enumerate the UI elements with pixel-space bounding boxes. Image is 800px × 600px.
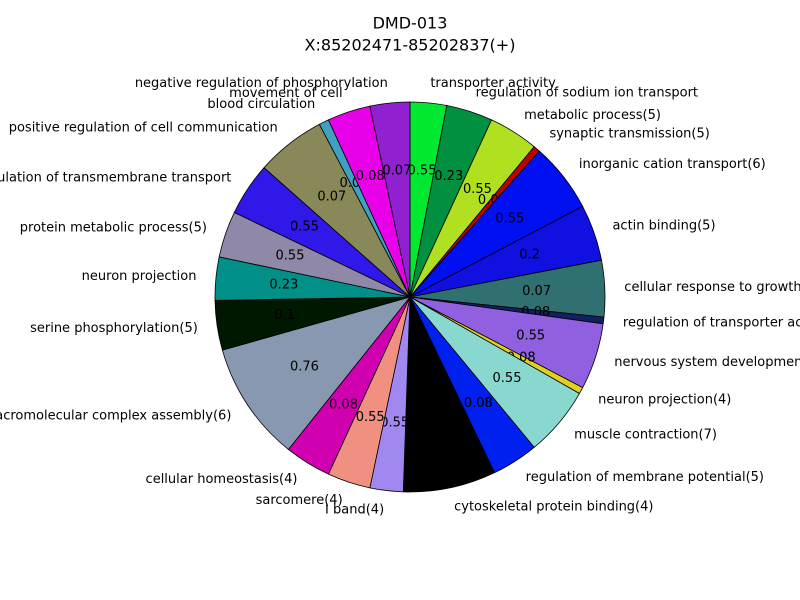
slice-label: muscle contraction(7): [574, 428, 717, 443]
slice-score: 0.55: [516, 328, 545, 343]
slice-score: 0.55: [408, 163, 437, 178]
slice-label: inorganic cation transport(6): [579, 157, 766, 172]
slice-score: 0.55: [495, 211, 524, 226]
slice-label: I band(4): [325, 502, 384, 517]
slice-label: blood circulation: [207, 97, 315, 112]
slice-score: 0.08: [356, 169, 385, 184]
slice-score: 0.55: [290, 219, 319, 234]
slice-label: regulation of transporter activity: [623, 315, 800, 330]
slice-label: cytoskeletal protein binding(4): [454, 499, 653, 514]
slice-score: 0.2: [519, 248, 540, 263]
slice-score: 0.55: [356, 410, 385, 425]
slice-score: 0.1: [274, 308, 295, 323]
slice-label: neuron projection: [82, 269, 197, 284]
slice-label: protein metabolic process(5): [20, 220, 207, 235]
slice-label: movement of cell: [229, 86, 342, 101]
slice-score: 0.55: [276, 249, 305, 264]
chart-title: DMD-013: [373, 14, 448, 33]
slice-score: 0.55: [493, 371, 522, 386]
slice-score: 0.07: [382, 163, 411, 178]
slice-label: nervous system development(7): [614, 355, 800, 370]
slice-label: serine phosphorylation(5): [30, 321, 198, 336]
slice-score: 0.07: [522, 284, 551, 299]
slice-label: synaptic transmission(5): [549, 127, 709, 142]
slice-label: negative regulation of phosphorylation: [135, 76, 388, 91]
slice-score: 0.55: [463, 182, 492, 197]
slice-score: 0.08: [329, 397, 358, 412]
pie-slice: [402, 296, 496, 493]
slice-label: cellular macromolecular complex assembly…: [0, 408, 231, 423]
slice-score: 0.23: [434, 169, 463, 184]
slice-label: positive regulation of cell communicatio…: [9, 121, 278, 136]
slice-label: negative regulation of transmembrane tra…: [0, 171, 231, 186]
slice-score: 0.55: [380, 415, 409, 430]
slice-label: sarcomere(4): [256, 493, 343, 508]
slice-score: 0.23: [269, 277, 298, 292]
slice-label: cellular response to growth factor stimu…: [624, 280, 800, 295]
slice-score: 0.07: [317, 190, 346, 205]
pie-slice: [369, 101, 411, 298]
slice-score: 0.55: [422, 414, 451, 429]
slice-label: transporter activity: [430, 76, 556, 91]
slice-label: metabolic process(5): [524, 108, 661, 123]
slice-label: regulation of membrane potential(5): [526, 470, 764, 485]
slice-score: 0.08: [464, 396, 493, 411]
chart-subtitle: X:85202471-85202837(+): [305, 36, 516, 55]
slice-label: regulation of sodium ion transport: [476, 85, 698, 100]
slice-label: neuron projection(4): [598, 392, 731, 407]
slice-label: actin binding(5): [612, 219, 715, 234]
slice-score: 0.76: [290, 360, 319, 375]
pie-slice: [221, 296, 412, 451]
slice-label: cellular homeostasis(4): [146, 472, 298, 487]
